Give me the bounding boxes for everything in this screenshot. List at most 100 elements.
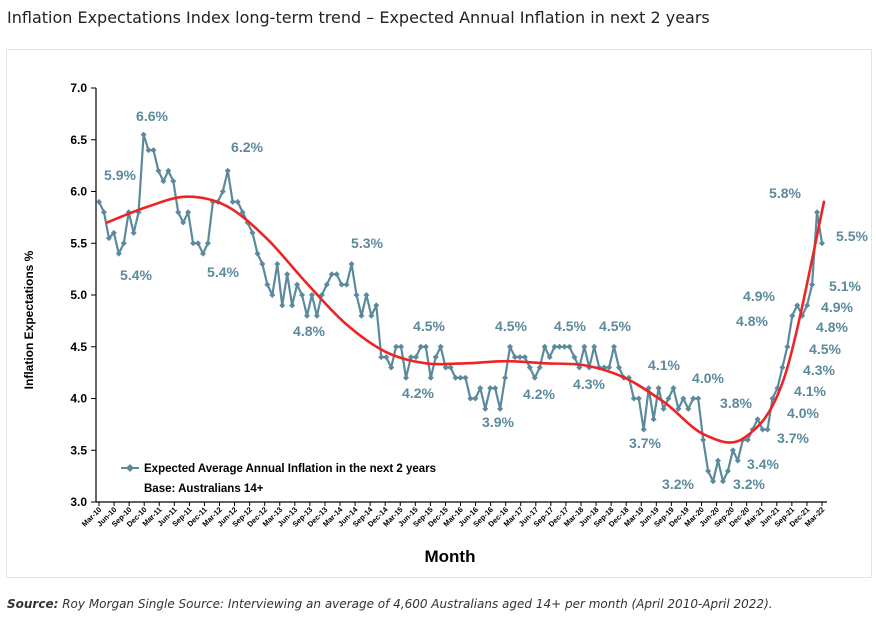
data-label: 3.7% (777, 430, 809, 446)
data-point (427, 374, 434, 381)
data-label: 4.8% (816, 319, 848, 335)
data-point (417, 343, 424, 350)
data-point (333, 271, 340, 278)
data-point (452, 374, 459, 381)
data-point (566, 343, 573, 350)
data-point (734, 457, 741, 464)
data-point (393, 343, 400, 350)
y-tick-label: 4.5 (70, 340, 87, 354)
data-point (526, 364, 533, 371)
data-label: 5.4% (120, 267, 152, 283)
data-point (615, 364, 622, 371)
data-point (759, 426, 766, 433)
data-point (477, 385, 484, 392)
data-label: 5.5% (836, 228, 868, 244)
data-point (105, 235, 112, 242)
data-point (115, 250, 122, 257)
data-point (665, 395, 672, 402)
data-point (254, 250, 261, 257)
data-label: 4.2% (523, 386, 555, 402)
data-point (690, 395, 697, 402)
data-point (502, 374, 509, 381)
data-label: 5.3% (351, 235, 383, 251)
data-point (160, 178, 167, 185)
data-point (724, 467, 731, 474)
data-point (145, 147, 152, 154)
data-label: 3.9% (482, 414, 514, 430)
data-point (789, 312, 796, 319)
y-tick-label: 5.5 (70, 236, 87, 250)
series-line (98, 133, 824, 483)
data-point (467, 395, 474, 402)
data-point (487, 385, 494, 392)
data-point (809, 281, 816, 288)
data-point (299, 292, 306, 298)
data-point (804, 302, 811, 309)
data-label: 4.8% (293, 323, 325, 339)
data-point (363, 292, 370, 298)
data-label: 3.4% (747, 456, 779, 472)
data-label: 4.9% (743, 288, 775, 304)
data-label: 4.3% (573, 376, 605, 392)
data-point (284, 271, 291, 278)
data-point (219, 188, 226, 195)
y-tick-label: 6.0 (70, 185, 87, 199)
data-point (551, 343, 558, 350)
data-point (388, 364, 395, 371)
data-point (541, 343, 548, 350)
trend-line-layer (105, 195, 826, 444)
data-point (175, 209, 182, 216)
data-point (660, 405, 667, 412)
data-point (784, 343, 791, 350)
data-point (403, 374, 410, 381)
data-point (294, 281, 301, 288)
data-point (343, 281, 350, 288)
y-tick-label: 6.5 (70, 133, 87, 147)
data-point (680, 395, 687, 402)
data-point (303, 312, 310, 319)
data-point (744, 436, 751, 443)
data-point (140, 131, 147, 138)
data-point (259, 260, 266, 267)
data-point (794, 302, 801, 309)
data-point (536, 364, 543, 371)
data-point (819, 240, 825, 247)
data-label: 4.5% (495, 318, 527, 334)
data-labels-layer: 5.9% 5.4% 6.6% 5.4% 6.2% 4.8% 5.3% 4.5% 4.2% 3.9%… (104, 108, 868, 492)
data-point (234, 198, 241, 205)
x-axis-title: Month (425, 547, 476, 566)
data-point (442, 364, 449, 371)
data-point (462, 374, 469, 381)
chart-frame: 3.0 3.5 4.0 4.5 5.0 5.5 6.0 6.5 7.0 Mar-10 Jun-10 S… (6, 49, 872, 578)
data-point (269, 292, 276, 298)
data-point (685, 405, 692, 412)
data-label: 4.0% (692, 370, 724, 386)
data-point (348, 260, 355, 267)
data-point (229, 198, 236, 205)
data-label: 4.5% (809, 341, 841, 357)
data-point (249, 229, 256, 236)
data-point (195, 240, 202, 247)
data-point (729, 447, 736, 454)
data-point (185, 209, 192, 216)
data-point (764, 426, 771, 433)
data-point (457, 374, 464, 381)
data-point (110, 229, 117, 236)
data-point (328, 271, 335, 278)
data-label: 3.2% (733, 476, 765, 492)
data-point (398, 343, 405, 350)
data-label: 6.6% (136, 108, 168, 124)
data-point (655, 385, 662, 392)
legend-marker-icon (126, 464, 134, 472)
data-point (705, 467, 712, 474)
data-point (378, 354, 385, 361)
data-point (437, 343, 444, 350)
chart-legend: Expected Average Annual Inflation in the… (121, 463, 436, 495)
data-point (422, 343, 429, 350)
data-point (190, 240, 197, 247)
data-label: 4.2% (402, 385, 434, 401)
data-point (516, 354, 523, 361)
data-label: 4.1% (794, 383, 826, 399)
data-label: 4.9% (821, 299, 853, 315)
data-label: 4.5% (599, 318, 631, 334)
